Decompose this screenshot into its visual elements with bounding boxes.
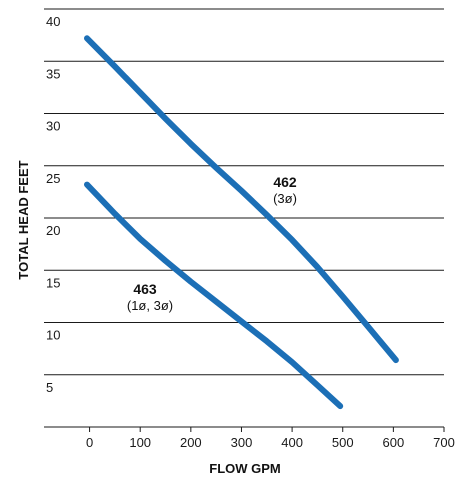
x-tick-label: 0 — [86, 435, 93, 450]
x-tick-label: 300 — [231, 435, 253, 450]
series-463-label: 463 — [133, 281, 157, 297]
y-tick-label: 35 — [46, 66, 60, 81]
series-462-sublabel: (3ø) — [273, 191, 297, 206]
x-tick-label: 600 — [383, 435, 405, 450]
series-line-462 — [84, 35, 399, 364]
series-line-463 — [84, 181, 344, 410]
y-tick-label: 40 — [46, 14, 60, 29]
y-tick-label: 20 — [46, 223, 60, 238]
series-lines — [84, 35, 399, 410]
y-tick-label: 10 — [46, 328, 60, 343]
x-tick-labels: 0 100 200 300 400 500 600 700 — [86, 427, 455, 450]
x-tick-label: 200 — [180, 435, 202, 450]
series-462-label: 462 — [273, 174, 297, 190]
x-tick-label: 100 — [129, 435, 151, 450]
gridlines — [44, 8, 444, 428]
x-tick-label: 700 — [433, 435, 455, 450]
y-tick-label: 15 — [46, 275, 60, 290]
y-tick-labels: 5 10 15 20 25 30 35 40 — [46, 14, 60, 395]
x-tick-label: 500 — [332, 435, 354, 450]
y-tick-label: 25 — [46, 171, 60, 186]
y-tick-label: 5 — [46, 380, 53, 395]
y-tick-label: 30 — [46, 119, 60, 134]
series-463-sublabel: (1ø, 3ø) — [127, 298, 173, 313]
x-tick-label: 400 — [281, 435, 303, 450]
x-axis-title: FLOW GPM — [209, 461, 281, 476]
y-axis-title: TOTAL HEAD FEET — [16, 160, 31, 279]
